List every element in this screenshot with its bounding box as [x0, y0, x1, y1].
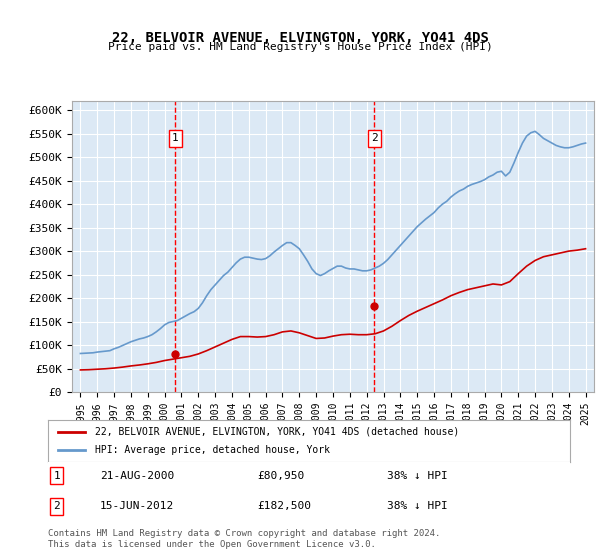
Text: 1: 1 [53, 470, 60, 480]
Text: Contains HM Land Registry data © Crown copyright and database right 2024.
This d: Contains HM Land Registry data © Crown c… [48, 529, 440, 549]
Text: 38% ↓ HPI: 38% ↓ HPI [388, 501, 448, 511]
Text: HPI: Average price, detached house, York: HPI: Average price, detached house, York [95, 445, 330, 455]
Text: £80,950: £80,950 [257, 470, 304, 480]
Text: 21-AUG-2000: 21-AUG-2000 [100, 470, 175, 480]
Text: 22, BELVOIR AVENUE, ELVINGTON, YORK, YO41 4DS: 22, BELVOIR AVENUE, ELVINGTON, YORK, YO4… [112, 31, 488, 45]
Text: 38% ↓ HPI: 38% ↓ HPI [388, 470, 448, 480]
Text: 22, BELVOIR AVENUE, ELVINGTON, YORK, YO41 4DS (detached house): 22, BELVOIR AVENUE, ELVINGTON, YORK, YO4… [95, 427, 459, 437]
Text: 2: 2 [371, 133, 378, 143]
Text: Price paid vs. HM Land Registry's House Price Index (HPI): Price paid vs. HM Land Registry's House … [107, 42, 493, 52]
Text: £182,500: £182,500 [257, 501, 311, 511]
Text: 15-JUN-2012: 15-JUN-2012 [100, 501, 175, 511]
Text: 2: 2 [53, 501, 60, 511]
Text: 1: 1 [172, 133, 179, 143]
